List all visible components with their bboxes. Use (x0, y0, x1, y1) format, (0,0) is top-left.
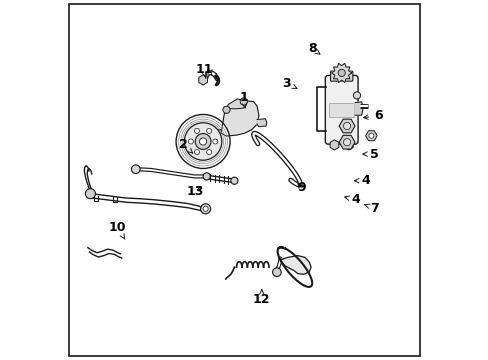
Text: 1: 1 (239, 91, 247, 108)
Circle shape (195, 134, 211, 149)
Circle shape (200, 204, 210, 214)
Circle shape (368, 133, 373, 138)
Circle shape (212, 139, 218, 144)
Text: 3: 3 (282, 77, 296, 90)
Circle shape (206, 149, 211, 154)
FancyBboxPatch shape (325, 76, 357, 144)
Circle shape (240, 98, 247, 105)
Text: 6: 6 (363, 109, 382, 122)
Circle shape (184, 123, 222, 160)
Polygon shape (280, 256, 310, 274)
Circle shape (343, 122, 350, 130)
Polygon shape (354, 102, 363, 115)
Circle shape (85, 189, 95, 199)
Polygon shape (225, 99, 246, 112)
Circle shape (194, 129, 199, 134)
FancyBboxPatch shape (330, 71, 352, 81)
Text: 2: 2 (179, 138, 192, 153)
Text: 5: 5 (362, 148, 378, 161)
Text: 4: 4 (354, 174, 370, 187)
Circle shape (272, 268, 281, 276)
Circle shape (203, 206, 208, 211)
Circle shape (176, 114, 230, 168)
Text: 13: 13 (186, 185, 203, 198)
Circle shape (337, 69, 345, 77)
Circle shape (199, 138, 206, 145)
Circle shape (223, 106, 230, 113)
Circle shape (194, 149, 199, 154)
Bar (328, 103, 353, 117)
Text: 8: 8 (307, 42, 319, 55)
Text: 7: 7 (364, 202, 378, 215)
Text: 11: 11 (195, 63, 212, 78)
Polygon shape (221, 101, 258, 136)
Text: 4: 4 (344, 193, 360, 206)
Polygon shape (331, 63, 351, 82)
Circle shape (131, 165, 140, 174)
Text: 12: 12 (252, 290, 270, 306)
Circle shape (206, 129, 211, 134)
Text: 10: 10 (109, 221, 126, 239)
Circle shape (188, 139, 193, 144)
Circle shape (343, 139, 350, 146)
Polygon shape (257, 119, 266, 127)
Text: 9: 9 (297, 181, 305, 194)
Circle shape (353, 92, 360, 99)
Circle shape (203, 173, 210, 180)
Circle shape (230, 177, 238, 184)
